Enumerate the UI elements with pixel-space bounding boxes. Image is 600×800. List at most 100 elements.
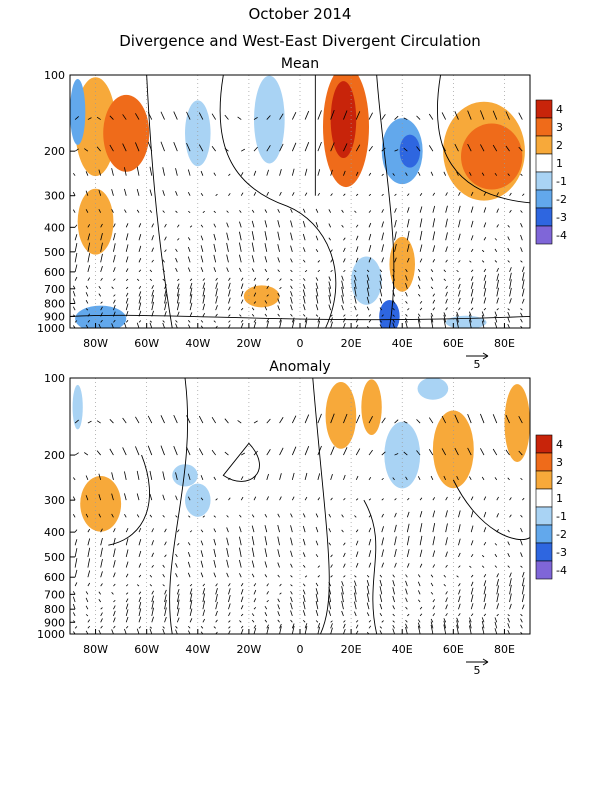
vector-arrow [483, 222, 487, 228]
vector-arrow [72, 291, 76, 297]
vector-arrow [304, 414, 310, 424]
vector-arrow [366, 296, 370, 304]
vector-arrow [175, 323, 178, 328]
vector-arrow [317, 413, 322, 424]
vector-arrow [317, 565, 320, 568]
reference-label: 5 [474, 358, 481, 371]
vector-arrow [368, 538, 372, 546]
divergence-cell [461, 123, 523, 190]
vector-arrow [162, 564, 165, 568]
vector-arrow [290, 537, 293, 546]
vector-arrow [328, 223, 332, 228]
vector-arrow [343, 623, 346, 629]
vector-arrow [330, 413, 335, 424]
vector-arrow [494, 543, 498, 546]
vector-arrow [496, 613, 499, 617]
vector-arrow [304, 168, 308, 176]
vector-arrow [405, 619, 408, 623]
vector-arrow [84, 452, 89, 456]
vector-arrow [290, 619, 293, 623]
vector-arrow [177, 224, 180, 228]
vector-arrow [251, 619, 255, 623]
vector-arrow [135, 142, 140, 152]
vector-arrow [187, 169, 191, 176]
y-tick-label: 100 [44, 69, 65, 82]
vector-arrow [228, 193, 231, 196]
vector-arrow [394, 562, 397, 568]
vector-arrow [381, 173, 384, 176]
vector-arrow [354, 275, 357, 281]
vector-arrow [189, 75, 191, 76]
x-tick-label: 20E [341, 643, 362, 656]
vector-arrow [135, 416, 140, 424]
vector-arrow [186, 142, 191, 152]
vector-arrow [432, 510, 436, 518]
vector-arrow [458, 307, 461, 311]
vector-arrow [189, 588, 193, 595]
vector-arrow [125, 278, 129, 281]
vector-arrow [98, 189, 102, 196]
divergence-cell [384, 421, 421, 489]
vector-arrow [187, 473, 191, 480]
vector-arrow [341, 514, 344, 518]
vector-arrow [213, 320, 216, 323]
vector-arrow [355, 111, 361, 120]
vector-arrow [343, 497, 346, 501]
vector-arrow [445, 205, 448, 213]
vector-arrow [494, 315, 498, 323]
vector-arrow [341, 305, 344, 311]
vector-arrow [355, 475, 359, 481]
vector-arrow [441, 448, 447, 456]
vector-arrow [520, 624, 523, 629]
vector-arrow [405, 268, 408, 273]
vector-arrow [507, 614, 510, 617]
vector-arrow [481, 320, 485, 328]
vector-arrow [202, 618, 206, 623]
vector-arrow [111, 286, 114, 290]
vector-arrow [507, 173, 510, 176]
vector-arrow [405, 597, 408, 603]
vector-arrow [124, 209, 127, 213]
vector-arrow [470, 525, 474, 533]
vector-arrow [419, 218, 423, 228]
vector-arrow [430, 624, 434, 634]
vector-arrow [160, 111, 165, 120]
vector-arrow [125, 603, 129, 610]
vector-arrow [509, 298, 512, 304]
vector-arrow [381, 232, 384, 241]
vector-arrow [315, 610, 319, 617]
vector-arrow [211, 449, 216, 456]
vector-arrow [366, 585, 370, 595]
vector-arrow [315, 554, 319, 558]
vector-arrow [240, 583, 244, 587]
vector-arrow [505, 145, 510, 152]
vector-arrow [188, 320, 191, 323]
vector-arrow [392, 620, 395, 623]
vector-arrow [253, 319, 257, 323]
vector-arrow [417, 293, 421, 297]
vector-arrow [317, 497, 321, 501]
vector-arrow [74, 252, 78, 263]
vector-arrow [507, 317, 510, 323]
vector-arrow [215, 277, 218, 281]
vector-arrow [251, 313, 255, 317]
contour-line [146, 75, 173, 328]
vector-arrow [264, 612, 268, 617]
vector-arrow [109, 448, 114, 456]
vector-arrow [215, 193, 218, 197]
vector-arrow [494, 477, 498, 481]
vector-arrow [264, 513, 268, 518]
vector-arrow [394, 219, 397, 228]
vector-arrow [443, 278, 446, 281]
vector-arrow [417, 622, 421, 629]
vector-arrow [74, 264, 78, 272]
vector-arrow [328, 304, 332, 311]
vector-arrow [392, 628, 395, 634]
divergence-cell [80, 475, 122, 532]
vector-field [72, 378, 525, 634]
vector-arrow [315, 513, 319, 518]
vector-arrow [496, 273, 499, 281]
vector-arrow [456, 318, 459, 328]
vector-arrow [509, 497, 512, 501]
vector-arrow [430, 277, 434, 281]
